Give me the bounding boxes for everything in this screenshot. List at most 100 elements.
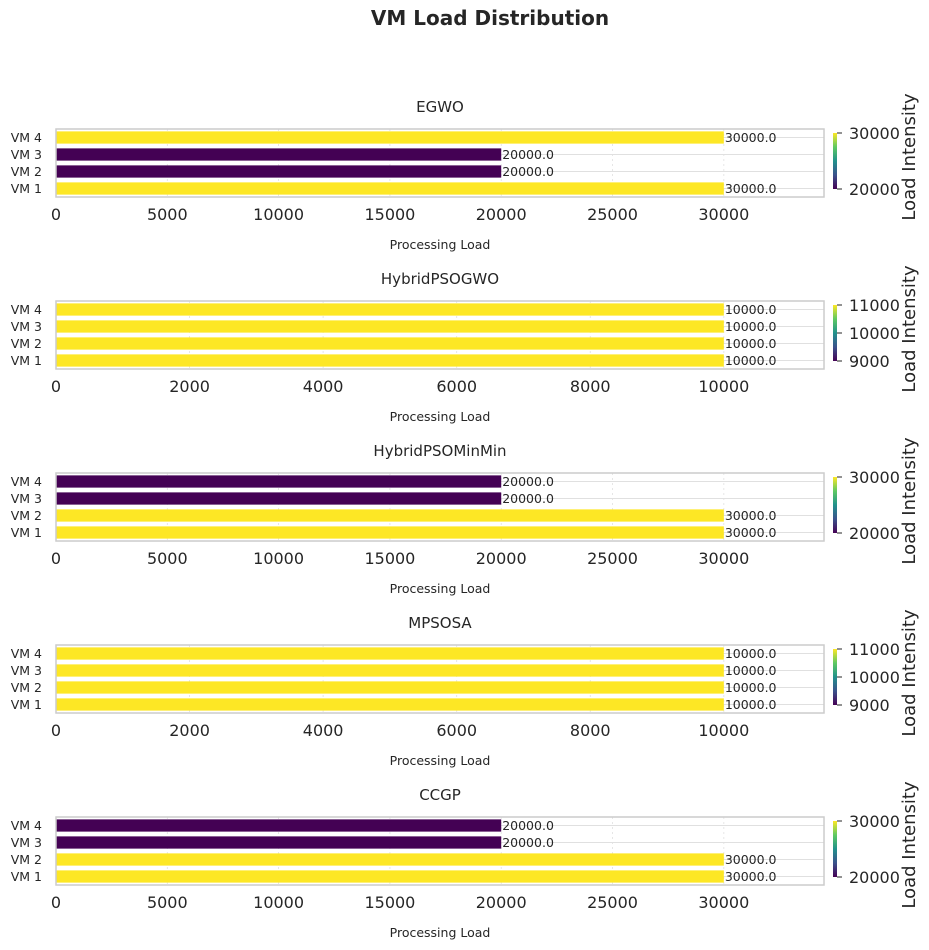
colorbar-tick-label: 30000 (849, 124, 900, 143)
y-tick-label: VM 2 (11, 508, 42, 523)
x-tick-label: 10000 (698, 721, 749, 740)
panel-2: HybridPSOMinMin 30000.0 VM 1 30000.0 VM 2 200… (11, 437, 920, 596)
y-tick-label: VM 3 (11, 663, 42, 678)
x-tick-label: 20000 (476, 893, 527, 912)
data-label: 10000.0 (725, 646, 777, 661)
axes-frame (55, 128, 825, 198)
data-label: 10000.0 (725, 319, 777, 334)
colorbar-label: Load Intensity (899, 93, 920, 221)
panel-3: MPSOSA 10000.0 VM 1 10000.0 VM 2 10000.0 VM 3 1… (11, 609, 920, 768)
x-tick-label: 25000 (587, 893, 638, 912)
x-tick-label: 5000 (147, 549, 188, 568)
data-label: 30000.0 (725, 852, 777, 867)
data-label: 20000.0 (502, 818, 554, 833)
y-tick-label: VM 1 (11, 181, 42, 196)
y-tick-label: VM 3 (11, 491, 42, 506)
y-tick-label: VM 4 (11, 302, 42, 317)
data-label: 10000.0 (725, 302, 777, 317)
bar-vm-4 (56, 475, 502, 488)
colorbar-tick-label: 11000 (849, 640, 900, 659)
x-tick-label: 10000 (253, 893, 304, 912)
colorbar-tick-label: 10000 (849, 324, 900, 343)
colorbar-tick-label: 20000 (849, 180, 900, 199)
bar-vm-1 (56, 698, 724, 711)
data-label: 20000.0 (502, 164, 554, 179)
x-tick-label: 4000 (303, 721, 344, 740)
data-label: 20000.0 (502, 147, 554, 162)
panel-1: HybridPSOGWO 10000.0 VM 1 10000.0 VM 2 10000.… (11, 265, 920, 424)
data-label: 30000.0 (725, 525, 777, 540)
x-tick-label: 25000 (587, 205, 638, 224)
x-tick-label: 0 (51, 549, 61, 568)
colorbar-label: Load Intensity (899, 437, 920, 565)
subplot-title: CCGP (419, 786, 461, 804)
x-tick-label: 4000 (303, 377, 344, 396)
axes-frame (55, 816, 825, 886)
bar-vm-4 (56, 647, 724, 660)
y-tick-label: VM 1 (11, 869, 42, 884)
colorbar-tick-label: 30000 (849, 468, 900, 487)
colorbar-tick-label: 9000 (849, 352, 890, 371)
y-tick-label: VM 4 (11, 818, 42, 833)
x-tick-label: 10000 (698, 377, 749, 396)
bar-vm-4 (56, 131, 724, 144)
x-tick-label: 30000 (698, 549, 749, 568)
x-tick-label: 8000 (570, 721, 611, 740)
y-tick-label: VM 4 (11, 646, 42, 661)
y-tick-label: VM 2 (11, 680, 42, 695)
x-tick-label: 5000 (147, 205, 188, 224)
colorbar (833, 821, 837, 877)
bar-vm-1 (56, 526, 724, 539)
subplot-title: EGWO (416, 98, 464, 116)
y-tick-label: VM 3 (11, 835, 42, 850)
bar-vm-2 (56, 509, 724, 522)
bar-vm-2 (56, 337, 724, 350)
bar-vm-1 (56, 870, 724, 883)
x-tick-label: 30000 (698, 205, 749, 224)
y-tick-label: VM 4 (11, 474, 42, 489)
x-tick-label: 8000 (570, 377, 611, 396)
data-label: 10000.0 (725, 353, 777, 368)
bar-vm-1 (56, 354, 724, 367)
x-tick-label: 20000 (476, 549, 527, 568)
colorbar-tick-label: 20000 (849, 524, 900, 543)
x-tick-label: 0 (51, 721, 61, 740)
bar-vm-3 (56, 836, 502, 849)
y-tick-label: VM 1 (11, 525, 42, 540)
y-tick-label: VM 1 (11, 697, 42, 712)
bar-vm-3 (56, 320, 724, 333)
x-tick-label: 30000 (698, 893, 749, 912)
x-tick-label: 20000 (476, 205, 527, 224)
y-tick-label: VM 4 (11, 130, 42, 145)
subplot-title: HybridPSOGWO (381, 270, 499, 288)
colorbar (833, 305, 837, 361)
x-axis-label: Processing Load (390, 753, 491, 768)
data-label: 30000.0 (725, 869, 777, 884)
colorbar-tick-label: 20000 (849, 868, 900, 887)
axes-frame (55, 472, 825, 542)
subplot-title: MPSOSA (408, 614, 472, 632)
x-tick-label: 15000 (364, 549, 415, 568)
colorbar-tick-label: 9000 (849, 696, 890, 715)
x-tick-label: 5000 (147, 893, 188, 912)
x-axis-label: Processing Load (390, 237, 491, 252)
colorbar-label: Load Intensity (899, 781, 920, 909)
bar-vm-1 (56, 182, 724, 195)
bar-vm-3 (56, 664, 724, 677)
y-tick-label: VM 3 (11, 319, 42, 334)
bar-vm-4 (56, 819, 502, 832)
x-tick-label: 0 (51, 205, 61, 224)
figure-title: VM Load Distribution (371, 6, 609, 30)
x-tick-label: 15000 (364, 893, 415, 912)
bar-vm-4 (56, 303, 724, 316)
x-tick-label: 25000 (587, 549, 638, 568)
data-label: 10000.0 (725, 336, 777, 351)
bar-vm-2 (56, 681, 724, 694)
data-label: 10000.0 (725, 697, 777, 712)
x-tick-label: 2000 (169, 721, 210, 740)
x-tick-label: 0 (51, 377, 61, 396)
bar-vm-3 (56, 148, 502, 161)
data-label: 30000.0 (725, 508, 777, 523)
x-axis-label: Processing Load (390, 409, 491, 424)
